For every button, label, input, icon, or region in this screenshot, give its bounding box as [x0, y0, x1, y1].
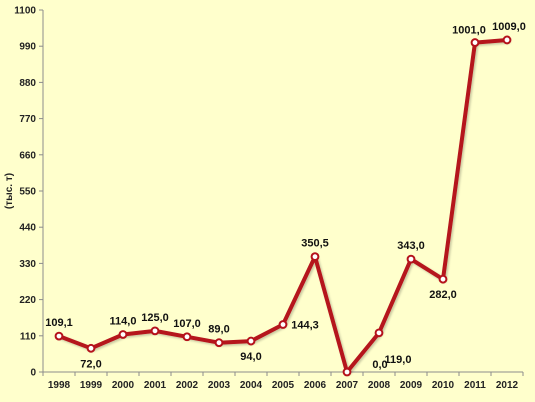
y-tick-label: 1100 — [14, 6, 36, 17]
x-tick-label: 2006 — [304, 380, 327, 391]
data-label: 114,0 — [110, 315, 137, 327]
data-label: 107,0 — [173, 318, 201, 330]
x-tick-label: 2007 — [336, 380, 359, 391]
y-axis-ticks: 0 110 220 330 440 550 660 770 880 990 1100 — [14, 6, 43, 379]
y-tick-label: 110 — [20, 331, 37, 342]
x-tick-label: 2002 — [176, 380, 199, 391]
data-label: 72,0 — [80, 358, 101, 370]
y-tick-label: 770 — [19, 114, 36, 125]
data-label: 282,0 — [429, 289, 457, 301]
y-tick-label: 330 — [19, 259, 36, 270]
data-point — [118, 330, 128, 339]
data-point — [502, 35, 512, 45]
data-label: 119,0 — [385, 354, 412, 366]
x-tick-label: 2005 — [272, 380, 295, 391]
data-point — [214, 338, 224, 348]
x-tick-label: 2003 — [208, 380, 231, 391]
data-label: 343,0 — [397, 240, 425, 252]
data-point — [374, 328, 384, 338]
data-point — [470, 38, 480, 47]
data-point — [310, 252, 320, 262]
y-tick-label: 880 — [19, 78, 36, 89]
y-tick-label: 0 — [30, 368, 36, 379]
y-tick-label: 220 — [19, 295, 36, 306]
data-label: 109,1 — [45, 317, 73, 329]
data-label: 94,0 — [240, 351, 261, 363]
data-label: 125,0 — [141, 312, 169, 324]
x-tick-label: 2012 — [496, 380, 519, 391]
y-tick-label: 440 — [19, 223, 36, 234]
x-tick-label: 2000 — [112, 380, 135, 391]
markers-group — [54, 35, 512, 377]
y-tick-label: 550 — [19, 187, 36, 198]
data-label: 89,0 — [208, 324, 229, 336]
data-point — [86, 343, 96, 353]
x-axis-ticks: 1998 1999 2000 2001 2002 2003 2004 2005 2006 2007… — [42, 372, 524, 391]
data-point — [54, 331, 64, 341]
data-point — [406, 254, 416, 264]
x-tick-label: 2001 — [144, 380, 167, 391]
data-point — [278, 320, 288, 329]
x-tick-label: 2004 — [240, 380, 263, 391]
data-point — [150, 326, 160, 336]
y-tick-label: 660 — [19, 150, 36, 161]
x-tick-label: 2008 — [368, 380, 391, 391]
x-tick-label: 2010 — [432, 380, 455, 391]
data-label: 1001,0 — [452, 25, 486, 37]
data-point — [342, 367, 352, 377]
data-label: 0,0 — [372, 359, 387, 371]
y-axis-title: (тыс. т) — [4, 173, 15, 209]
y-tick-label: 990 — [19, 42, 36, 53]
x-tick-label: 2011 — [464, 380, 486, 391]
data-point — [182, 332, 192, 342]
data-label: 144,3 — [291, 320, 319, 332]
x-tick-label: 1999 — [80, 380, 103, 391]
data-point — [246, 336, 256, 346]
data-point — [438, 274, 448, 284]
data-label: 1009,0 — [492, 21, 526, 33]
x-tick-label: 1998 — [48, 380, 71, 391]
x-tick-label: 2009 — [400, 380, 423, 391]
data-label: 350,5 — [301, 238, 329, 250]
data-labels-group: 109,1 72,0 114,0 125,0 107,0 89,0 94,0 144,3 350… — [45, 21, 526, 371]
